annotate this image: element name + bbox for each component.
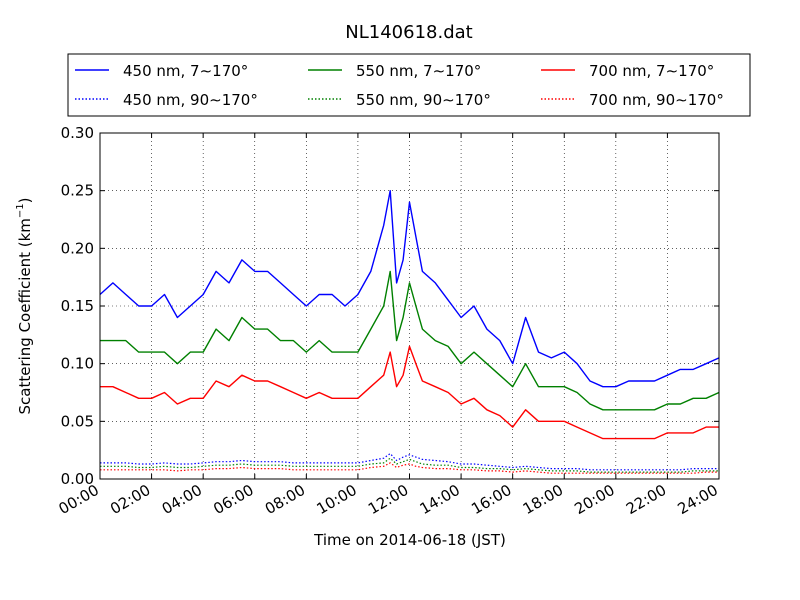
x-axis-label: Time on 2014-06-18 (JST) [313,531,506,549]
y-axis-label-sup: −1 [15,203,26,218]
y-tick-label: 0.30 [61,124,94,142]
series-line-6 [100,462,719,474]
y-axis-label-main: Scattering Coefficient (km [16,218,34,414]
x-tick-label: 18:00 [520,481,566,518]
x-tick-label: 16:00 [468,481,514,518]
x-tick-label: 10:00 [313,481,359,518]
legend-label: 550 nm, 7∼170° [356,62,481,80]
y-tick-label: 0.25 [61,182,94,200]
legend-label: 700 nm, 90∼170° [589,91,724,109]
y-axis-label-end: ) [16,197,34,203]
series-line-1 [99,189,720,388]
grid [100,133,719,479]
legend-label: 450 nm, 90∼170° [123,91,258,109]
x-tick-label: 02:00 [107,481,153,518]
legend-label: 700 nm, 7∼170° [589,62,714,80]
legend-label: 550 nm, 90∼170° [356,91,491,109]
y-tick-label: 0.20 [61,239,94,257]
legend: 450 nm, 7∼170° 550 nm, 7∼170° 700 nm, 7∼17… [75,62,724,109]
y-axis-label: Scattering Coefficient (km−1) [15,197,34,414]
y-axis: 0.00 0.05 0.10 0.15 0.20 0.25 0.30 [61,124,719,488]
y-tick-label: 0.00 [61,470,94,488]
series-line-4 [100,453,719,471]
x-tick-label: 06:00 [210,481,256,518]
x-tick-label: 12:00 [365,481,411,518]
series-line-2 [100,270,720,411]
x-tick-label: 04:00 [159,481,205,518]
x-tick-label: 14:00 [417,481,463,518]
y-tick-label: 0.05 [61,412,94,430]
x-tick-label: 20:00 [571,481,617,518]
y-tick-label: 0.10 [61,355,94,373]
x-tick-label: 22:00 [623,481,669,518]
chart-title: NL140618.dat [345,22,472,43]
series-layer [99,189,720,474]
series-line-5 [100,457,719,473]
x-tick-label: 24:00 [675,481,721,518]
legend-box [67,53,751,117]
y-tick-label: 0.15 [61,297,94,315]
x-tick-label: 08:00 [262,481,308,518]
series-line-3 [100,345,719,440]
legend-label: 450 nm, 7∼170° [123,62,248,80]
